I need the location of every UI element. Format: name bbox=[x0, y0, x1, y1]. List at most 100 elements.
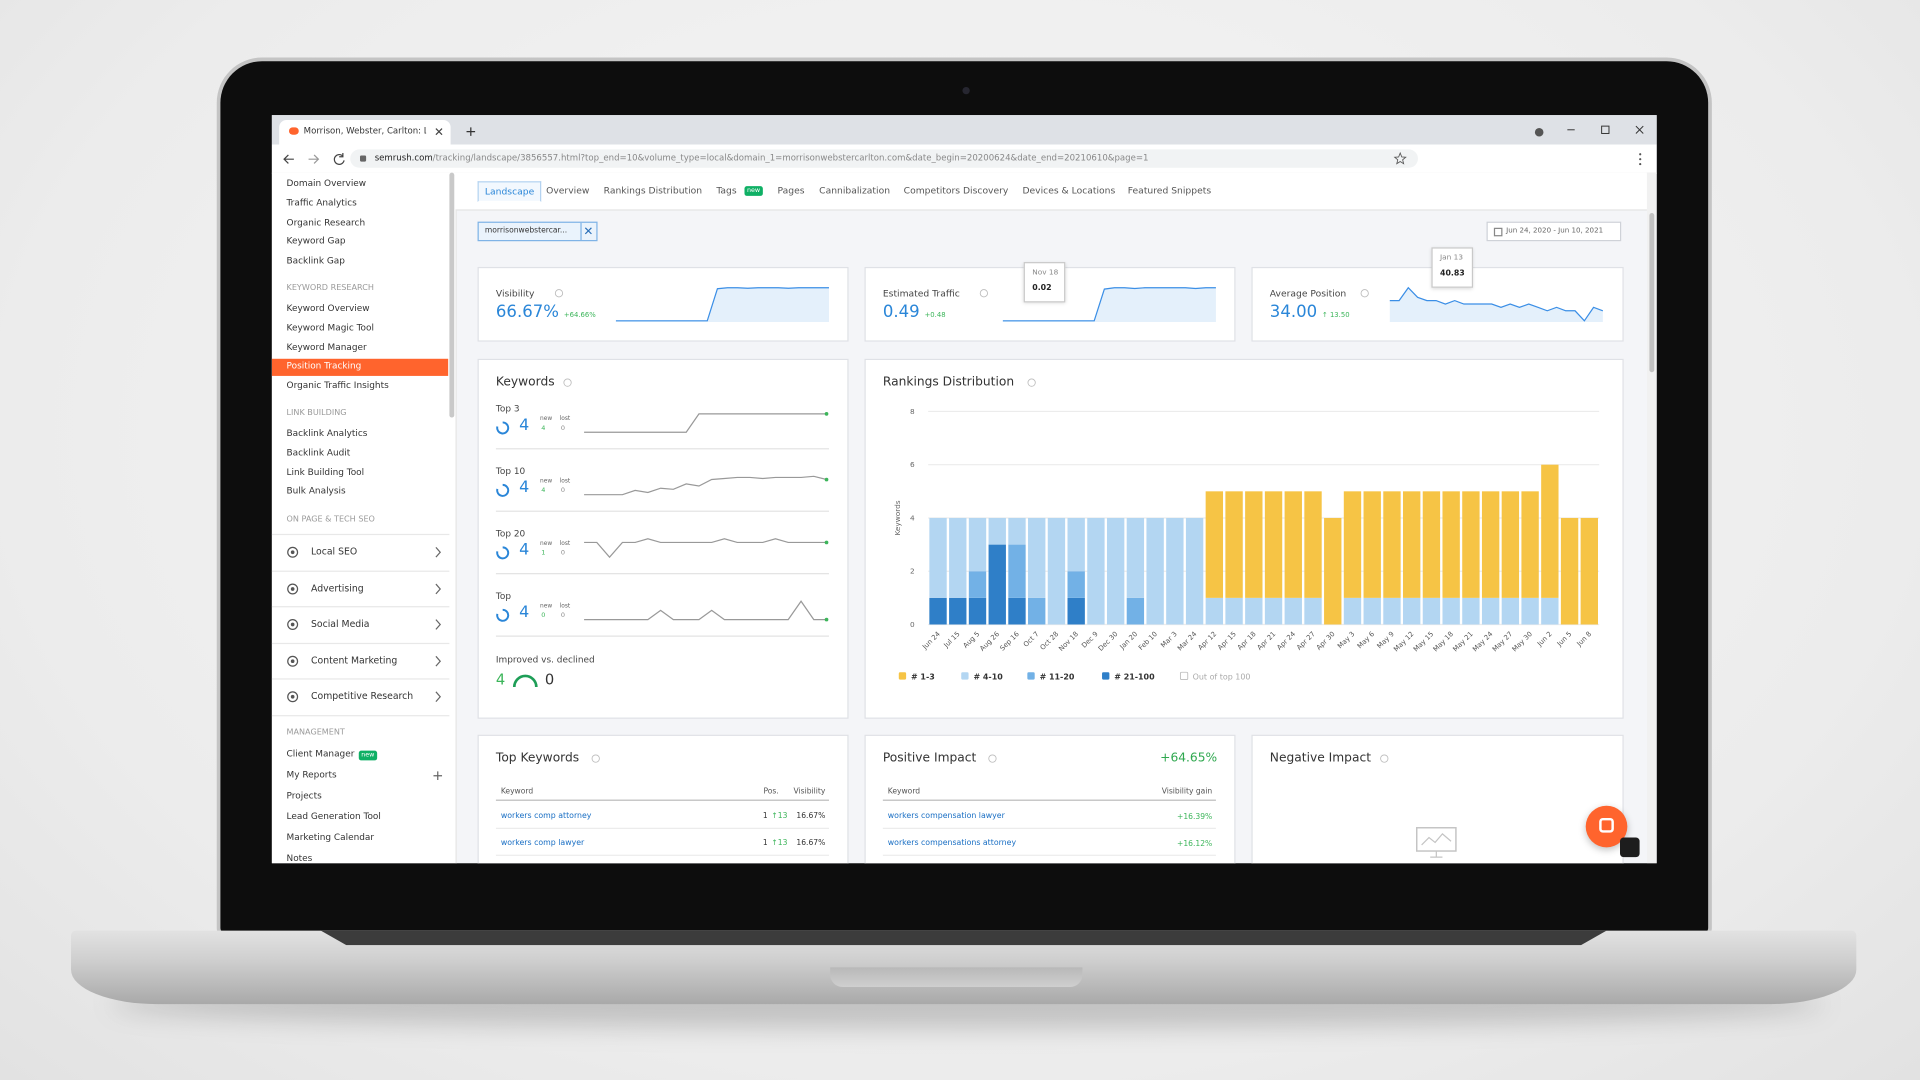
tab-strip bbox=[271, 115, 1657, 145]
sidebar-link[interactable]: Bulk Analysis bbox=[286, 485, 346, 497]
keyword-link[interactable]: workers compensations attorney bbox=[887, 837, 1017, 848]
report-tab[interactable]: Tags bbox=[716, 184, 737, 196]
keyword-group-label: Top 10 bbox=[495, 465, 526, 477]
menu-item[interactable]: Social Media bbox=[311, 618, 370, 630]
sidebar-link[interactable]: My Reports bbox=[286, 768, 337, 780]
donut-icon bbox=[496, 546, 510, 560]
report-tab[interactable]: Overview bbox=[546, 184, 590, 196]
card-title: Positive Impact bbox=[882, 751, 977, 766]
url-text[interactable]: semrush.com/tracking/landscape/3856557.h… bbox=[375, 152, 1149, 162]
position: 1 bbox=[762, 811, 768, 821]
report-tab[interactable]: Rankings Distribution bbox=[603, 184, 703, 196]
positive-impact-card: Positive Impact +64.65% Keyword Visibility … bbox=[864, 734, 1236, 864]
report-tab[interactable]: Landscape bbox=[477, 181, 542, 203]
bar-segment bbox=[1442, 597, 1460, 625]
lost-count: 0 bbox=[560, 612, 565, 620]
report-tab[interactable]: Devices & Locations bbox=[1022, 184, 1116, 196]
keyword-link[interactable]: workers compensation lawyer bbox=[887, 810, 1005, 821]
info-icon bbox=[1380, 754, 1389, 763]
date-button[interactable]: Jun 24, 2020 - Jun 10, 2021 bbox=[1486, 221, 1622, 242]
keyword-link[interactable]: workers comp attorney bbox=[500, 810, 592, 821]
y-tick-label: 6 bbox=[910, 460, 915, 469]
new-tab-icon bbox=[466, 127, 476, 136]
donut-arc bbox=[496, 608, 510, 622]
menu-icon bbox=[287, 655, 299, 667]
card-title: Negative Impact bbox=[1269, 751, 1372, 766]
y-tick-label: 4 bbox=[910, 513, 915, 522]
y-tick-label: 8 bbox=[910, 407, 915, 416]
position-change: ↑13 bbox=[771, 838, 788, 848]
bar-segment bbox=[1560, 517, 1579, 625]
menu-dot bbox=[1639, 158, 1642, 161]
sparkline-line bbox=[584, 413, 827, 433]
negative-impact-card: Negative Impact bbox=[1251, 734, 1624, 864]
menu-item[interactable]: Advertising bbox=[311, 582, 364, 594]
bar-segment bbox=[1304, 491, 1322, 598]
sparkline-end bbox=[824, 477, 829, 482]
profile-icon bbox=[1534, 127, 1544, 137]
menu-item[interactable]: Competitive Research bbox=[311, 691, 414, 703]
sidebar-link[interactable]: Backlink Analytics bbox=[286, 427, 368, 439]
x-tick-label: May 6 bbox=[1356, 630, 1376, 650]
sidebar-link[interactable]: Keyword Magic Tool bbox=[286, 321, 374, 333]
sidebar-link[interactable]: Organic Traffic Insights bbox=[286, 379, 389, 391]
bar-segment bbox=[1087, 517, 1105, 625]
visibility: 16.67% bbox=[796, 811, 826, 821]
sidebar-link[interactable]: Notes bbox=[286, 852, 313, 864]
row-rule bbox=[882, 827, 1216, 829]
metric-change: +0.48 bbox=[924, 312, 946, 320]
sidebar-link[interactable]: Backlink Gap bbox=[286, 254, 345, 266]
sidebar-link[interactable]: Client Manager bbox=[286, 748, 355, 760]
bar-segment bbox=[1422, 491, 1441, 598]
sidebar-link[interactable]: Marketing Calendar bbox=[286, 831, 375, 843]
sidebar-link[interactable]: Keyword Manager bbox=[286, 341, 367, 353]
bar-segment bbox=[1324, 517, 1342, 625]
back-glyph bbox=[283, 154, 294, 164]
sparkline-line bbox=[584, 600, 827, 621]
keyword-link[interactable]: workers comp lawyer bbox=[500, 837, 585, 848]
new-label: new bbox=[540, 416, 553, 423]
legend-label: # 4-10 bbox=[973, 673, 1003, 682]
sidebar-link[interactable]: Keyword Gap bbox=[286, 235, 346, 247]
camera bbox=[962, 86, 970, 95]
metric-value: 66.67% bbox=[495, 302, 559, 323]
report-tab[interactable]: Cannibalization bbox=[819, 184, 891, 196]
info-circle bbox=[1380, 754, 1389, 763]
menu-separator bbox=[271, 606, 450, 608]
report-tab[interactable]: Featured Snippets bbox=[1127, 184, 1212, 196]
top-keywords-card: Top Keywords Keyword Pos. Visibility workers… bbox=[477, 734, 849, 864]
domain-chip-text: morrisonwebstercar... bbox=[484, 226, 568, 236]
keyword-count: 4 bbox=[519, 416, 530, 435]
bar-segment bbox=[1304, 597, 1322, 625]
sparkline bbox=[584, 538, 829, 559]
menu-item[interactable]: Content Marketing bbox=[311, 654, 398, 666]
calendar-icon bbox=[1493, 227, 1503, 237]
bar-segment bbox=[949, 597, 967, 625]
menu-item[interactable]: Local SEO bbox=[311, 546, 358, 558]
row-separator bbox=[495, 635, 829, 637]
sidebar-link[interactable]: Keyword Overview bbox=[286, 302, 370, 314]
active-tab[interactable]: Morrison, Webster, Carlton: Land bbox=[279, 120, 451, 145]
sparkline bbox=[1002, 287, 1216, 323]
sidebar-link[interactable]: Link Building Tool bbox=[286, 465, 365, 477]
bar-segment bbox=[1521, 491, 1539, 598]
bar-segment bbox=[1383, 597, 1401, 625]
sidebar-link[interactable]: Backlink Audit bbox=[286, 446, 351, 458]
report-tab[interactable]: Competitors Discovery bbox=[903, 184, 1009, 196]
link-widget[interactable] bbox=[1620, 837, 1640, 858]
bar-segment bbox=[968, 571, 987, 598]
sidebar-link[interactable]: Position Tracking bbox=[286, 360, 362, 372]
sidebar-link[interactable]: Domain Overview bbox=[286, 177, 367, 189]
x-tick-label: Apr 15 bbox=[1216, 630, 1238, 652]
lost-label: lost bbox=[559, 541, 571, 548]
domain-chip[interactable]: morrisonwebstercar... bbox=[477, 221, 598, 242]
sidebar-link[interactable]: Lead Generation Tool bbox=[286, 810, 381, 822]
sidebar-link[interactable]: Traffic Analytics bbox=[286, 196, 357, 208]
report-tab[interactable]: Pages bbox=[777, 184, 805, 196]
sidebar-link[interactable]: Organic Research bbox=[286, 216, 366, 228]
donut-arc bbox=[496, 483, 510, 497]
x-tick-label: Dec 30 bbox=[1097, 630, 1120, 653]
sidebar-link[interactable]: Projects bbox=[286, 789, 322, 801]
x-tick-label: Apr 12 bbox=[1196, 630, 1218, 652]
metric-card: Visibility 66.67% +64.66% bbox=[477, 266, 849, 342]
